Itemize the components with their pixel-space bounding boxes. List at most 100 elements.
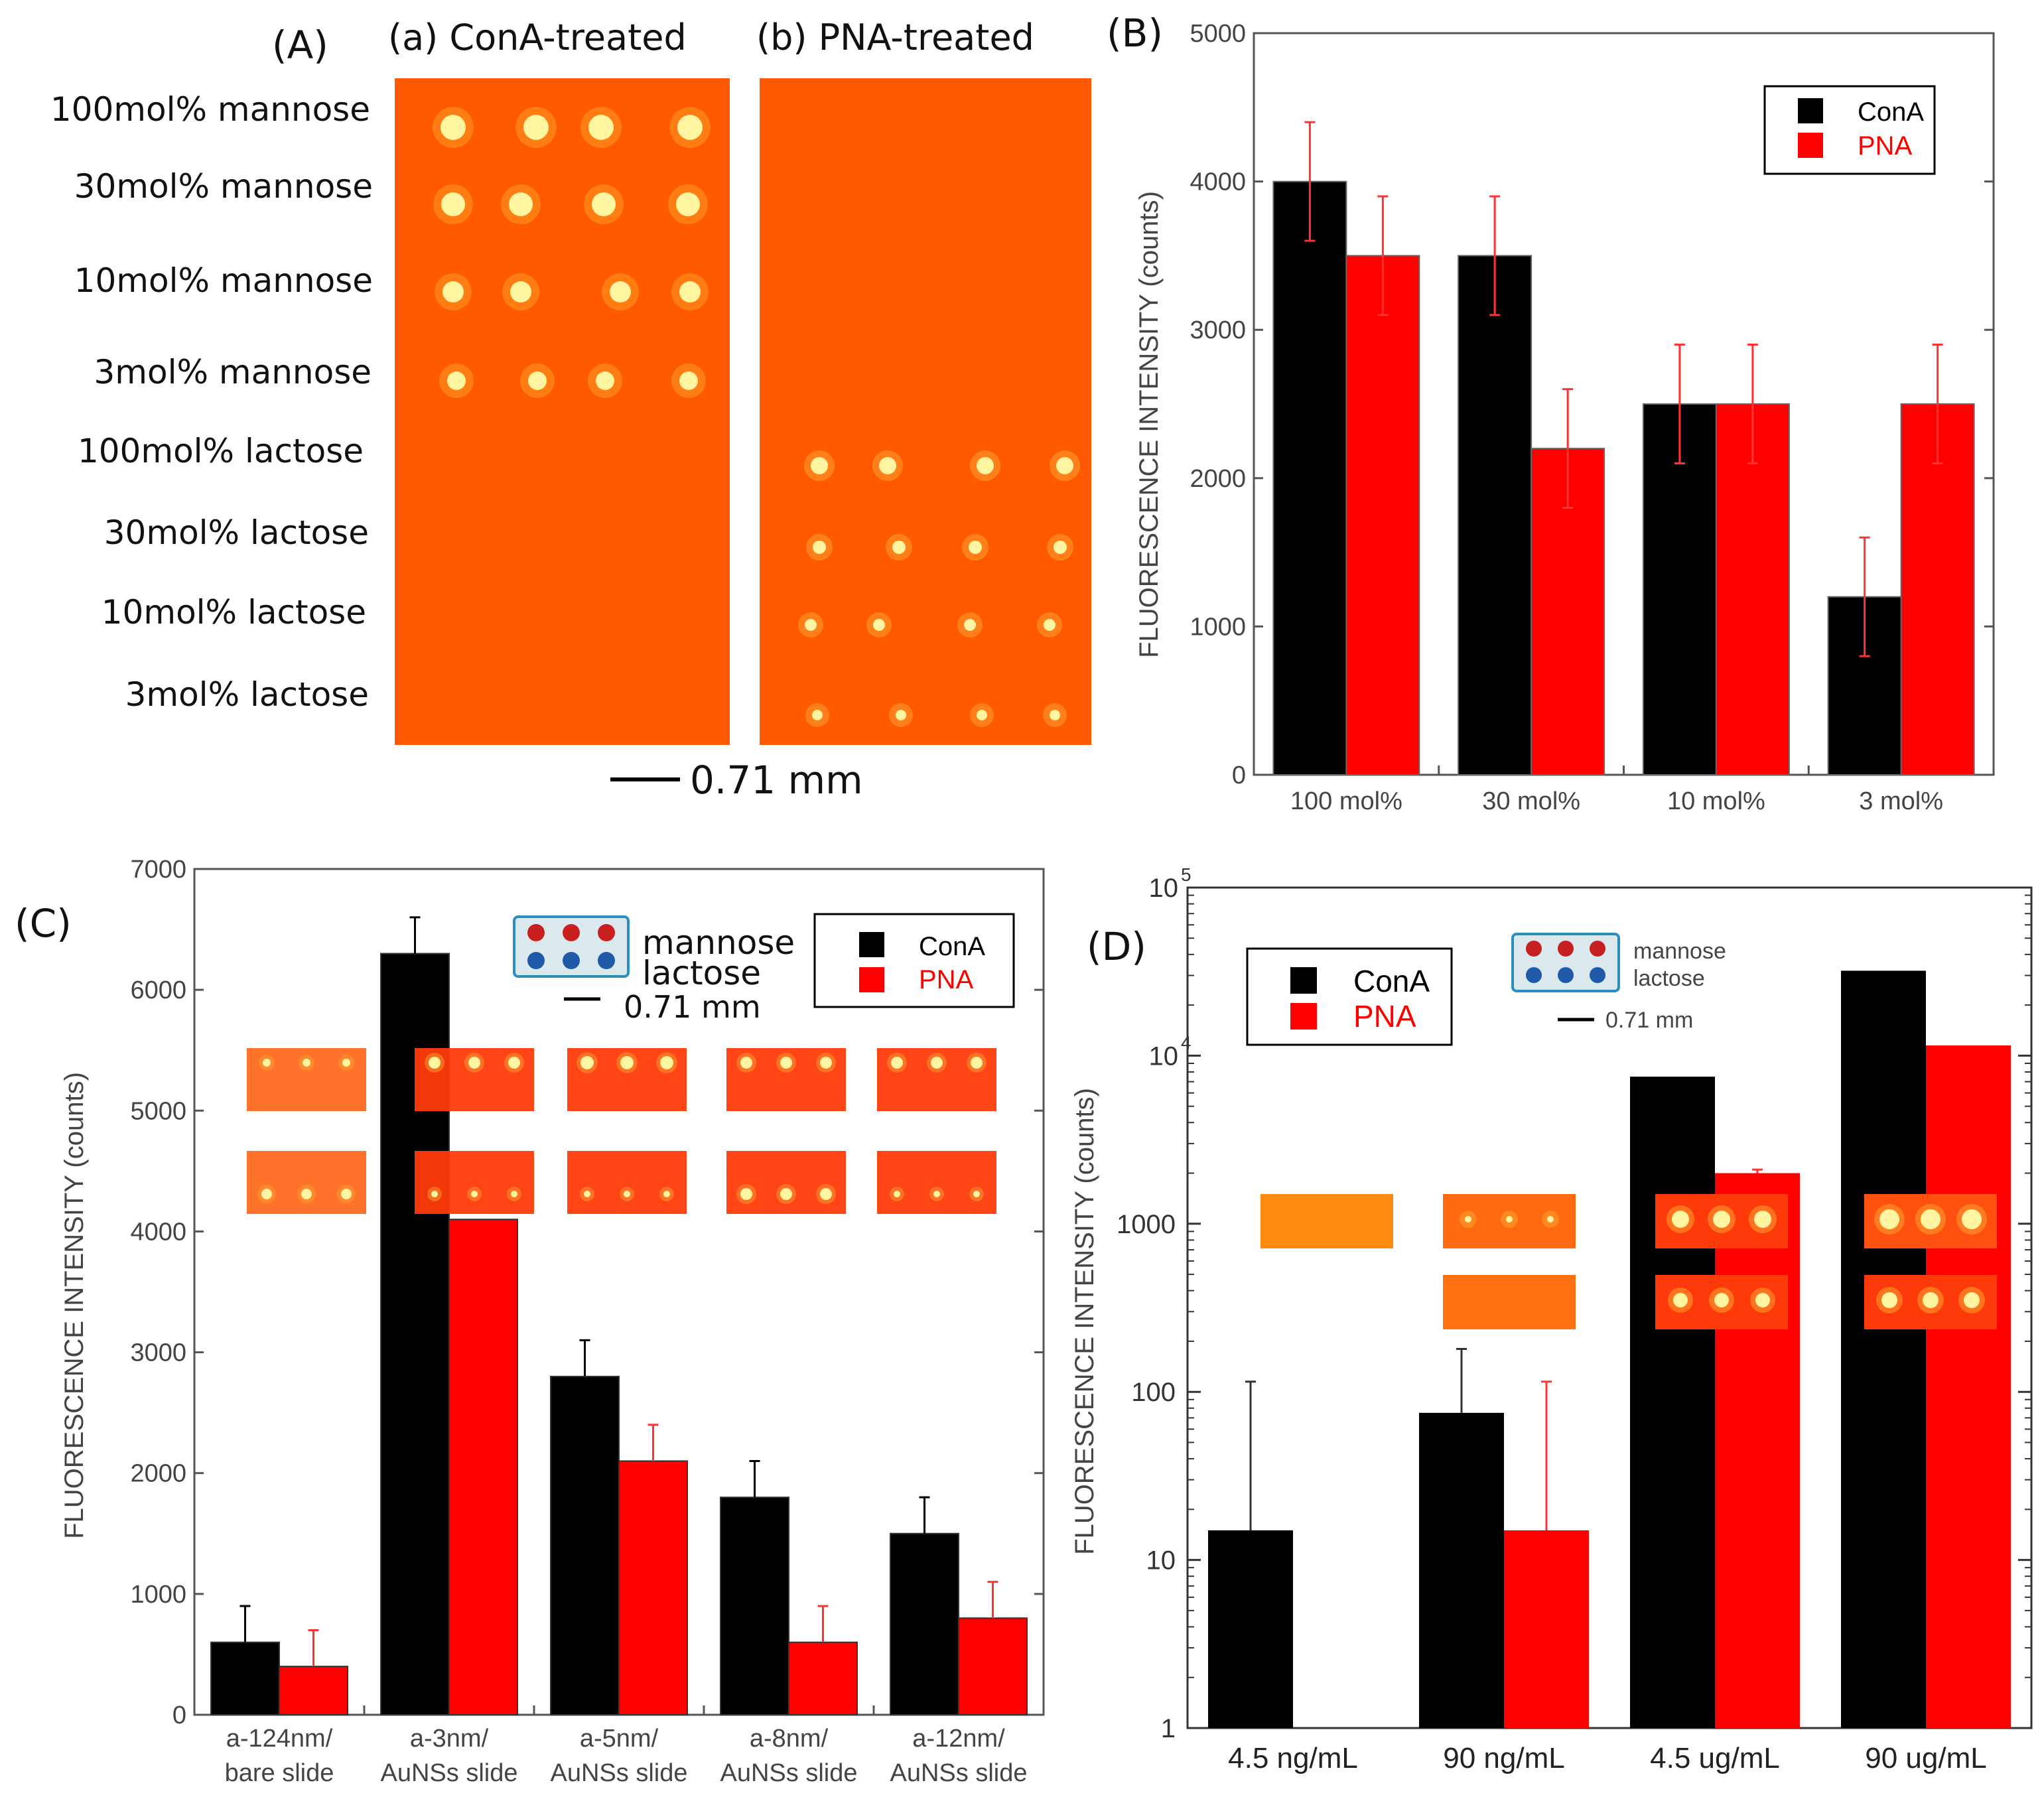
x-tick-label: 4.5 ng/mL — [1228, 1742, 1358, 1774]
spot — [441, 115, 466, 140]
x-tick-label: AuNSs slide — [551, 1759, 688, 1787]
x-tick-label: AuNSs slide — [720, 1759, 858, 1787]
spot — [977, 710, 987, 720]
spot — [805, 619, 817, 631]
panel-c-y-axis-title: FLUORESCENCE INTENSITY (counts) — [60, 1072, 89, 1539]
panel-c-legend-conA: ConA — [919, 932, 985, 961]
y-tick-label: 5000 — [130, 1097, 186, 1125]
panel-c-inset-lactose-dot — [563, 952, 580, 969]
panel-d-inset-key: mannose lactose 0.71 mm — [1511, 933, 1726, 1033]
thumbnail-spot — [261, 1189, 272, 1199]
thumbnail-spot — [780, 1057, 792, 1069]
thumbnail-spot — [971, 1057, 983, 1069]
pna-slide-spots — [798, 450, 1080, 727]
x-tick-label: 10 mol% — [1667, 787, 1765, 815]
thumbnail-spot — [1962, 1209, 1982, 1229]
thumbnail-spot — [1755, 1293, 1770, 1307]
bar-pna — [1715, 403, 1790, 775]
bar-pna — [1345, 255, 1420, 775]
y-tick-label: 100 — [1131, 1378, 1176, 1407]
thumbnail-spot — [660, 1056, 673, 1069]
spot — [873, 619, 885, 631]
bar-cona — [1208, 1530, 1293, 1728]
spot — [443, 281, 464, 302]
bar-cona — [550, 1376, 620, 1715]
x-tick-label: 4.5 ug/mL — [1650, 1742, 1780, 1774]
thumbnail-spot — [780, 1188, 792, 1200]
plot-frame — [1186, 886, 2033, 1729]
panel-b-plot: 0 1000 2000 3000 4000 5000 100 mol% 30 mol% 10 m… — [1190, 20, 1995, 815]
y-tick-label: 7000 — [130, 856, 186, 884]
panel-d-inset-mannose-dot — [1558, 941, 1574, 957]
thumbnail-spot — [1879, 1209, 1899, 1229]
conA-slide-image — [395, 78, 730, 745]
spot — [592, 192, 616, 216]
panel-c-legend-pna: PNA — [919, 965, 974, 994]
bar-cona — [210, 1641, 280, 1716]
spot — [1044, 619, 1056, 631]
spot — [977, 457, 994, 474]
panel-c-legend-box — [813, 913, 1015, 1008]
spot-thumbnail — [726, 1151, 846, 1214]
panel-d-legend-swatch-pna — [1290, 1003, 1317, 1030]
y-tick-label: 10 — [1149, 1041, 1179, 1071]
y-tick-label: 1 — [1161, 1714, 1176, 1743]
spot — [447, 371, 466, 390]
thumbnail-spot — [933, 1191, 940, 1197]
y-tick-label: 0 — [1232, 762, 1246, 789]
thumbnail-spot — [580, 1056, 594, 1069]
panel-c-inset-mannose-dot — [598, 924, 615, 941]
thumbnail-spot — [894, 1191, 900, 1197]
panel-b-legend-box — [1763, 85, 1936, 175]
spot — [610, 281, 631, 302]
y-tick-label: 1000 — [130, 1581, 186, 1609]
panel-c-legend-swatch-pna — [859, 967, 884, 992]
panel-b-label: (B) — [1107, 11, 1163, 56]
thumbnail-spot — [1465, 1216, 1471, 1223]
thumbnail-spot — [820, 1188, 832, 1200]
thumbnail-spot — [1713, 1211, 1730, 1228]
spot-thumbnail — [1443, 1275, 1576, 1329]
thumbnail-spot — [740, 1188, 752, 1200]
y-tick-label: 2000 — [130, 1460, 186, 1488]
panel-d-y-axis-title: FLUORESCENCE INTENSITY (counts) — [1070, 1088, 1099, 1555]
y-tick-exponent: 5 — [1181, 864, 1192, 885]
panel-d-inset-lactose-label: lactose — [1633, 966, 1705, 991]
thumbnail-spot — [1964, 1292, 1980, 1308]
spot — [510, 281, 531, 302]
spot — [811, 457, 828, 474]
y-tick-label: 4000 — [130, 1218, 186, 1246]
panel-d-legend: ConA PNA — [1246, 947, 1453, 1046]
bar-cona — [1419, 1412, 1504, 1728]
bar-cona — [1841, 970, 1926, 1728]
row-label: 3mol% mannose — [94, 353, 372, 391]
thumbnail-spot — [931, 1057, 943, 1069]
spot — [1050, 710, 1060, 720]
y-tick-label: 10 — [1146, 1546, 1176, 1575]
bar-pna — [788, 1641, 858, 1716]
x-tick-label: a-12nm/ — [912, 1725, 1005, 1753]
spot — [969, 541, 982, 554]
bar-cona — [1272, 180, 1347, 776]
thumbnail-spot — [1672, 1211, 1689, 1228]
panel-d-inset-mannose-label: mannose — [1633, 939, 1726, 964]
thumbnail-spot — [429, 1057, 441, 1069]
spot — [896, 710, 906, 720]
thumbnail-spot — [303, 1059, 310, 1067]
spot — [679, 281, 701, 302]
bar-cona — [1642, 403, 1717, 775]
panel-c-legend-swatch-conA — [859, 932, 884, 957]
x-tick-label: 100 mol% — [1290, 787, 1402, 815]
bar-pna — [1715, 1173, 1800, 1728]
thumbnail-spot — [891, 1057, 903, 1069]
panel-c-inset-scale-text: 0.71 mm — [624, 989, 761, 1025]
y-tick-exponent: 4 — [1181, 1032, 1192, 1053]
thumbnail-spot — [508, 1057, 520, 1069]
thumbnail-spot — [431, 1191, 438, 1197]
panel-d-label: (D) — [1087, 924, 1146, 969]
y-tick-label: 3000 — [1190, 316, 1246, 344]
spot — [596, 371, 614, 390]
thumbnail-spot — [624, 1191, 630, 1197]
